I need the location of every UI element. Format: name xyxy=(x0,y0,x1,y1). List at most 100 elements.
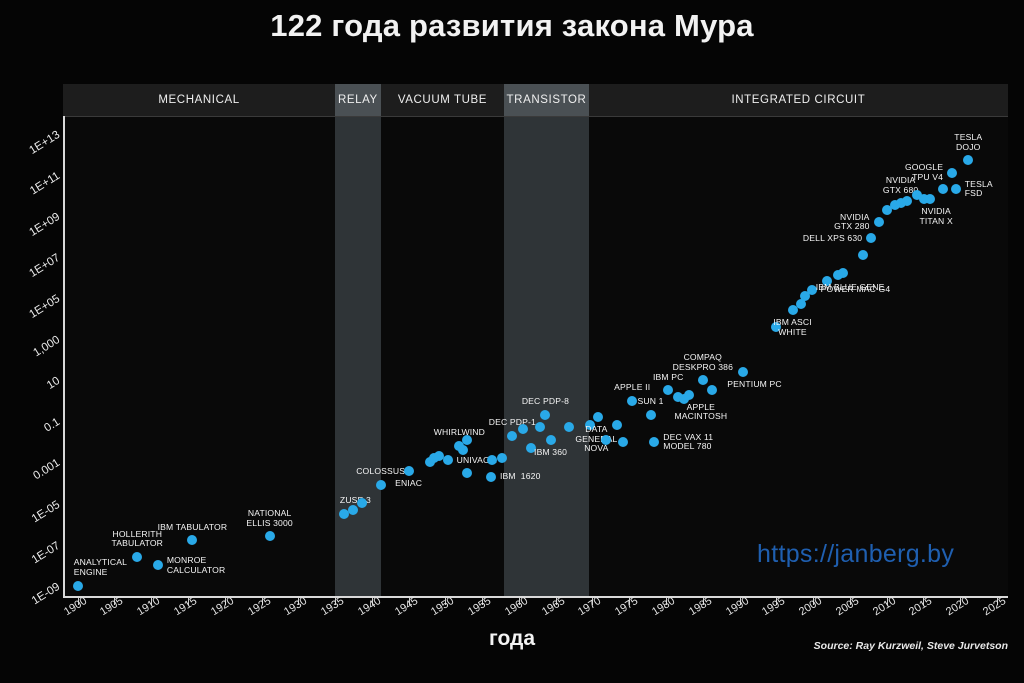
data-point-ibm-tabulator xyxy=(187,535,198,546)
data-point-apple xyxy=(683,389,694,400)
x-tick xyxy=(960,598,962,605)
data-point xyxy=(585,420,596,431)
x-axis-tick-label: 1965 xyxy=(539,595,567,619)
data-point-label: SUN 1 xyxy=(637,396,664,407)
data-point xyxy=(612,420,623,431)
data-point-label: DELL XPS 630 xyxy=(802,232,863,243)
x-axis-tick-label: 1915 xyxy=(172,595,200,619)
data-point-label: DEC PDP-8 xyxy=(521,396,570,407)
data-point xyxy=(770,321,781,332)
data-point xyxy=(800,290,811,301)
data-point-dec-pdp-1 xyxy=(507,430,518,441)
era-band-header-3 xyxy=(504,84,589,116)
data-point xyxy=(937,183,948,194)
data-point xyxy=(617,436,628,447)
data-point xyxy=(458,445,469,455)
era-band-header-strip: MECHANICAL RELAY VACUUM TUBE TRANSISTOR INTE… xyxy=(63,84,1008,116)
x-tick xyxy=(739,598,741,605)
data-point-power-mac-g4 xyxy=(806,284,817,295)
y-axis-tick-label: 1E-09 xyxy=(29,580,63,608)
data-point-hollerith xyxy=(132,551,143,562)
x-axis-tick-label: 1900 xyxy=(61,595,89,619)
data-point-ibm-asci xyxy=(787,305,798,316)
x-axis-tick-label: 1960 xyxy=(502,595,531,619)
x-axis-tick-label: 2010 xyxy=(870,595,898,619)
data-point xyxy=(838,268,849,279)
data-point-dec-pdp-8 xyxy=(540,410,551,421)
chart-frame: MECHANICAL RELAY VACUUM TUBE TRANSISTOR INTE… xyxy=(27,84,1008,618)
data-point xyxy=(796,299,807,310)
data-point-label: NVIDIA GTX 680 xyxy=(882,175,919,195)
x-tick xyxy=(261,598,263,605)
data-point-monroe xyxy=(152,560,163,571)
data-point-nvidia xyxy=(873,216,884,227)
x-axis-tick-label: 2020 xyxy=(944,595,972,619)
x-tick xyxy=(996,598,998,605)
data-point-label: ANALYTICAL ENGINE xyxy=(73,557,128,578)
x-axis-title: года xyxy=(488,627,536,650)
x-tick xyxy=(776,598,778,605)
data-point-label: DEC PDP-1 xyxy=(488,417,536,427)
data-point-label: COLOSSUS xyxy=(356,466,406,477)
x-tick xyxy=(629,598,631,605)
page-title: 122 года развития закона Мура xyxy=(270,8,754,43)
data-point-label: IBM ASCI WHITE xyxy=(773,317,812,337)
x-axis-tick-label: 1970 xyxy=(576,595,604,619)
data-point-label: DEC VAX 11 MODEL 780 xyxy=(663,431,714,452)
y-axis-tick-label: 1E+09 xyxy=(27,210,63,239)
x-tick xyxy=(702,598,704,605)
data-point-data xyxy=(593,412,604,423)
plot-area: ANALYTICAL ENGINE HOLLERITH TABULATOR MONR… xyxy=(63,116,1008,598)
era-band-label-integrated-circuit: INTEGRATED CIRCUIT xyxy=(731,94,866,106)
data-point-tesla xyxy=(950,183,961,194)
data-point-compaq xyxy=(697,375,708,386)
era-band-1 xyxy=(335,117,381,598)
x-axis-tick-label: 1910 xyxy=(135,595,163,619)
x-axis-tick-label: 1920 xyxy=(208,595,236,619)
x-tick xyxy=(518,598,520,605)
y-axis-tick-label: 1E-07 xyxy=(29,539,63,566)
data-point xyxy=(535,422,546,433)
data-point xyxy=(563,422,574,433)
data-point-label: ENIAC xyxy=(395,477,423,488)
data-point-univac-1 xyxy=(442,455,453,466)
data-point xyxy=(462,434,473,445)
y-axis-tick-label: 1E-05 xyxy=(29,498,63,525)
data-point xyxy=(525,442,536,453)
x-tick xyxy=(849,598,851,605)
data-point-label: HOLLERITH TABULATOR xyxy=(111,528,164,549)
source-credit: Source: Ray Kurzweil, Steve Jurvetson xyxy=(813,640,1008,652)
watermark-link: https://janberg.by xyxy=(757,540,955,568)
data-point xyxy=(889,200,900,211)
data-point-label: GOOGLE TPU V4 xyxy=(904,162,944,182)
data-point-label: ZUSE 3 xyxy=(339,495,371,506)
data-point-nvidia xyxy=(895,198,906,209)
x-tick xyxy=(224,598,226,605)
data-point xyxy=(461,467,472,478)
y-axis-tick-label: 1,000 xyxy=(31,333,63,360)
data-point xyxy=(678,393,689,404)
y-axis-tick-label: 10 xyxy=(44,375,63,393)
x-tick xyxy=(813,598,815,605)
data-point xyxy=(356,498,367,509)
data-point xyxy=(601,434,612,445)
data-point-sun-1 xyxy=(645,410,656,421)
era-band-label-relay: RELAY xyxy=(337,94,378,106)
data-point xyxy=(706,385,717,396)
data-point xyxy=(911,190,922,201)
x-axis-tick-label: 1950 xyxy=(429,595,457,619)
data-point-ibm-pc xyxy=(663,385,674,396)
x-axis-tick-label: 2000 xyxy=(797,595,825,619)
data-point-national xyxy=(264,531,275,542)
data-point-label: TESLA FSD xyxy=(964,178,993,199)
data-point-ibm-1620 xyxy=(486,471,496,482)
era-band-label-mechanical: MECHANICAL xyxy=(158,94,240,106)
data-point-label: APPLE MACINTOSH xyxy=(674,401,728,422)
data-point-label: NATIONAL ELLIS 3000 xyxy=(246,508,293,528)
data-point xyxy=(672,391,683,402)
data-point-label: WHIRLWIND xyxy=(433,427,486,438)
x-tick xyxy=(408,598,410,605)
era-band-header-1 xyxy=(335,84,381,116)
data-point-label: MONROE CALCULATOR xyxy=(166,555,226,575)
